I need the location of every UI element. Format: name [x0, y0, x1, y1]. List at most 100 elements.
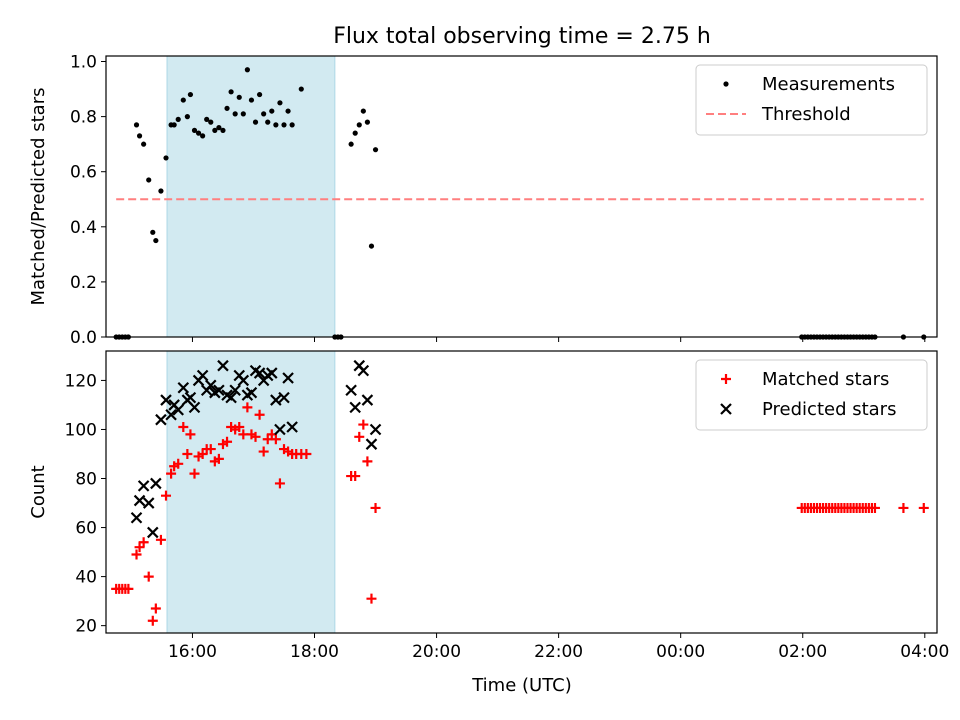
top-series-0-point-36: [261, 111, 267, 117]
top-series-0-point-20: [195, 130, 202, 136]
bottom-series-1-point-23: [225, 391, 237, 404]
bottom-series-0-point-17: [182, 448, 193, 459]
top-series-0-point-39: [273, 122, 279, 128]
top-series-0-point-5: [133, 122, 140, 128]
top-legend-swatch-0: [723, 81, 729, 87]
bottom-series-1-point-6: [155, 413, 167, 426]
top-series-0-point-53: [368, 243, 375, 249]
bottom-legend-swatch-0: [721, 374, 731, 384]
top-series-0-point-19: [191, 127, 198, 133]
bottom-axes-frame: [105, 350, 938, 634]
bottom-series-1-point-21: [217, 359, 229, 372]
bottom-series-0-point-34: [250, 431, 261, 442]
top-series-0-point-50: [356, 122, 362, 128]
bottom-series-1-point-36: [278, 391, 290, 404]
x-tick-label-6: 04:00: [900, 642, 949, 662]
bottom-series-0-point-27: [222, 436, 233, 447]
bottom-y-axis-label: Count: [28, 465, 49, 518]
top-series-0-point-30: [236, 94, 242, 100]
bottom-series-0-point-36: [258, 446, 269, 457]
top-series-0-point-8: [146, 177, 152, 183]
x-tick-label-3: 22:00: [534, 642, 583, 662]
bottom-series-0-point-79: [898, 502, 909, 513]
bottom-series-1-point-16: [196, 369, 209, 382]
top-series-0-point-54: [372, 147, 379, 153]
top-series-0-point-38: [269, 108, 275, 114]
top-series-0-point-51: [360, 108, 366, 114]
top-series-0-point-44: [298, 86, 304, 92]
top-series-0-point-35: [256, 91, 263, 98]
top-series-0-point-33: [248, 97, 255, 103]
top-legend-box: [695, 64, 928, 136]
bottom-series-0-point-39: [270, 434, 281, 445]
top-series-0-point-18: [187, 91, 194, 98]
bottom-series-0-point-48: [350, 471, 361, 482]
top-legend-label-1: Threshold: [761, 104, 851, 125]
bottom-series-0-point-13: [166, 468, 177, 479]
top-series-0-point-42: [285, 108, 291, 114]
bottom-y-tick-label-0: 20: [75, 617, 97, 637]
x-tick-label-0: 16:00: [168, 642, 217, 662]
x-tick-label-2: 20:00: [412, 642, 461, 662]
top-series-0-point-49: [352, 130, 358, 136]
bottom-series-0-point-9: [147, 615, 158, 626]
bottom-legend-label-0: Matched stars: [762, 369, 889, 390]
bottom-series-1-point-35: [274, 423, 286, 436]
top-series-0-point-31: [240, 111, 246, 117]
bottom-series-0-point-51: [362, 456, 373, 467]
bottom-panel: 16:00 18:00 20:00 22:00 00:00 02:00 04:00 20 40 6…: [28, 350, 949, 662]
top-series-0-point-14: [171, 122, 177, 128]
top-series-0-point-9: [150, 229, 156, 235]
bottom-series-1-point-5: [150, 477, 162, 490]
bottom-series-1-point-1: [133, 494, 146, 507]
bottom-series-0-point-18: [185, 429, 196, 440]
bottom-series-1-point-40: [349, 401, 361, 414]
top-y-tick-label-5: 1.0: [70, 53, 97, 73]
bottom-series-1-point-43: [361, 394, 374, 406]
bottom-series-0-point-53: [370, 502, 381, 513]
bottom-series-1-point-20: [213, 384, 225, 397]
bottom-y-tick-label-1: 40: [75, 568, 97, 588]
bottom-series-1-point-10: [172, 404, 184, 416]
top-series-0-point-16: [180, 97, 186, 103]
bottom-series-0-point-5: [131, 549, 142, 560]
top-series-0-point-52: [364, 119, 371, 125]
bottom-series-1-point-2: [137, 480, 150, 492]
bottom-series-0-point-30: [234, 422, 245, 433]
top-y-tick-label-3: 0.6: [70, 163, 97, 183]
top-axes-frame: [105, 55, 938, 338]
bottom-series-0-point-35: [254, 409, 265, 420]
bottom-series-0-point-16: [178, 422, 189, 433]
bottom-series-0-point-40: [274, 478, 285, 489]
bottom-series-0-point-11: [155, 534, 166, 545]
bottom-series-1-point-11: [177, 382, 190, 394]
top-series-0-point-32: [244, 67, 250, 73]
top-series-0-point-34: [252, 119, 259, 125]
bottom-series-0-point-4: [123, 583, 134, 594]
bottom-series-1-point-33: [266, 367, 278, 379]
bottom-series-0-point-49: [354, 431, 365, 442]
bottom-series-1-point-39: [345, 384, 357, 397]
top-series-0-point-21: [200, 133, 206, 139]
top-series-0-point-10: [153, 237, 159, 244]
x-tick-label-1: 18:00: [290, 642, 339, 662]
top-y-tick-label-1: 0.2: [70, 273, 97, 293]
bottom-legend: Matched stars Predicted stars: [695, 359, 928, 431]
top-y-tick-label-2: 0.4: [70, 218, 97, 238]
bottom-series-0-point-12: [161, 490, 172, 501]
bottom-series-0-point-19: [189, 468, 200, 479]
bottom-series-0-point-10: [150, 603, 161, 614]
x-tick-label-4: 00:00: [656, 642, 705, 662]
bottom-series-1-point-30: [253, 367, 266, 379]
bottom-legend-label-1: Predicted stars: [762, 399, 896, 420]
bottom-series-1-point-7: [160, 394, 172, 406]
bottom-series-0-point-23: [205, 444, 216, 455]
bottom-series-1-point-4: [147, 526, 159, 539]
top-series-0-point-6: [136, 133, 143, 139]
top-series-0-point-43: [289, 122, 295, 128]
top-y-tick-label-0: 0.0: [70, 328, 97, 348]
top-series-0-point-29: [232, 111, 238, 117]
bottom-y-tick-label-3: 80: [75, 470, 97, 490]
bottom-series-1-point-3: [142, 497, 155, 509]
